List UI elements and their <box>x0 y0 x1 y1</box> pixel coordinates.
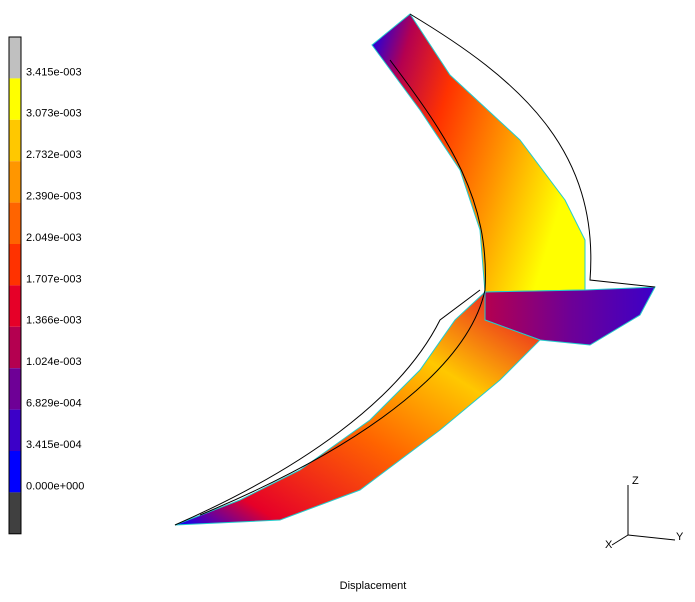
y-axis <box>627 534 676 541</box>
color-band <box>9 161 21 203</box>
legend-label: 2.049e-003 <box>26 232 82 244</box>
axis-label: X <box>605 539 613 551</box>
legend-label: 3.073e-003 <box>26 108 82 120</box>
centerline <box>199 59 486 516</box>
legend-label: 1.366e-003 <box>26 315 82 327</box>
model <box>174 13 656 526</box>
lower-arm <box>174 290 541 526</box>
x-axis <box>611 534 629 546</box>
color-band <box>9 119 21 162</box>
color-band <box>9 326 21 369</box>
legend-label: 3.415e-004 <box>26 439 82 451</box>
legend-label: 3.415e-003 <box>26 66 82 78</box>
axis-label: Z <box>632 475 639 487</box>
legend-label: 2.390e-003 <box>26 191 82 203</box>
legend-label: 0.000e+000 <box>26 480 84 492</box>
color-band <box>9 409 21 451</box>
color-band <box>9 368 21 410</box>
color-band <box>9 492 21 534</box>
legend-label: 6.829e-004 <box>26 398 82 410</box>
color-band <box>9 285 21 327</box>
axis-label: Y <box>676 531 684 543</box>
color-band <box>9 78 21 120</box>
color-band <box>9 244 21 286</box>
upper-arm <box>371 13 586 293</box>
undeformed-outline <box>174 13 656 526</box>
legend-label: 2.732e-003 <box>26 149 82 161</box>
color-bar-frame <box>8 36 22 535</box>
caption: Displacement <box>340 580 407 592</box>
color-band <box>9 37 21 79</box>
legend-label: 1.024e-003 <box>26 356 82 368</box>
color-bar: 3.415e-003 3.073e-003 2.732e-003 2.390e-003… <box>8 36 84 535</box>
triad <box>611 485 676 546</box>
color-band <box>9 202 21 244</box>
legend-label: 1.707e-003 <box>26 273 82 285</box>
color-band <box>9 451 21 493</box>
